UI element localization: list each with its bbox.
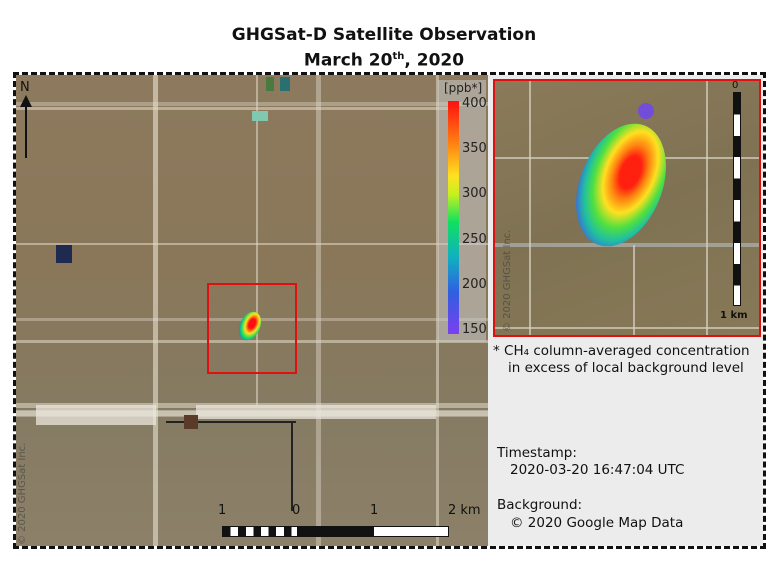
pipeline (291, 421, 293, 511)
pond (280, 77, 290, 91)
road (16, 411, 488, 417)
colorbar-tick: 150 (462, 322, 487, 337)
road (706, 81, 708, 335)
colorbar-tick: 200 (462, 277, 487, 292)
date-text: March 20 (303, 50, 393, 71)
scale-label: 1 (370, 503, 379, 518)
north-label: N (20, 80, 30, 95)
colorbar-tick: 350 (462, 141, 487, 156)
colorbar-background (438, 80, 486, 342)
inset-map[interactable] (493, 79, 761, 337)
road (16, 107, 456, 110)
scale-bar-segment (297, 526, 374, 537)
road (16, 340, 488, 343)
colorbar-tick: 250 (462, 232, 487, 247)
colorbar (448, 101, 459, 334)
road (16, 243, 488, 245)
colorbar-tick: 300 (462, 186, 487, 201)
inset-scale-top: 0 (732, 80, 739, 91)
scale-label: 0 (292, 503, 301, 518)
colorbar-tick: 400 (462, 96, 487, 111)
methane-plume-fragment (638, 103, 654, 119)
inset-scale-bottom: 1 km (720, 310, 748, 321)
map-copyright: © 2020 GHGSat Inc. (17, 442, 28, 545)
pond (266, 77, 274, 91)
pond (252, 111, 268, 121)
scale-bar-sub (222, 526, 298, 537)
footnote-line2: in excess of local background level (508, 360, 744, 376)
north-arrow-shaft (25, 102, 27, 158)
methane-plume-detail (559, 110, 683, 260)
timestamp-label: Timestamp: (497, 445, 577, 461)
figure-title: GHGSat-D Satellite Observation (231, 25, 537, 45)
inset-copyright: © 2020 GHGSat Inc. (502, 229, 513, 332)
well-pad (36, 405, 156, 425)
road (495, 243, 759, 247)
pipeline (166, 421, 296, 423)
zoom-region-box[interactable] (207, 283, 297, 374)
road (633, 245, 635, 335)
satellite-map[interactable] (16, 75, 488, 546)
road (256, 75, 258, 405)
north-arrow-icon (20, 95, 32, 107)
date-year: , 2020 (404, 50, 465, 71)
well-pad (196, 405, 436, 419)
pond (56, 245, 72, 263)
date-suffix: th (392, 51, 405, 62)
road (436, 75, 439, 546)
figure-date: March 20th, 2020 (0, 46, 768, 72)
background-label: Background: (497, 497, 583, 513)
timestamp-value: 2020-03-20 16:47:04 UTC (510, 462, 685, 478)
north-arrow: N (20, 80, 34, 160)
inset-scale-bar (733, 92, 741, 306)
figure-frame (13, 72, 766, 549)
scale-bar-segment (373, 526, 449, 537)
road (495, 327, 759, 329)
building (184, 415, 198, 429)
road (529, 81, 531, 335)
scale-label: 2 km (448, 503, 481, 518)
background-value: © 2020 Google Map Data (510, 515, 684, 531)
colorbar-unit: [ppb*] (444, 81, 483, 95)
footnote-line1: * CH₄ column-averaged concentration (493, 343, 750, 359)
scale-label: 1 (218, 503, 227, 518)
